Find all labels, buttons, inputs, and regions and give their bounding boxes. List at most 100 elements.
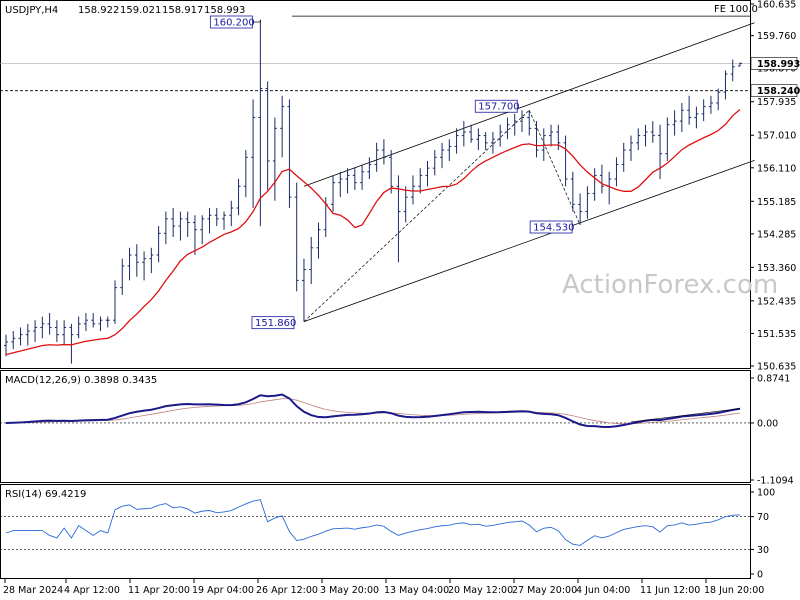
- fib-connector-line: [303, 109, 530, 322]
- candle: [11, 331, 16, 350]
- candle: [127, 247, 132, 281]
- price-callout: 154.530: [529, 220, 574, 234]
- chart-symbol: USDJPY,H4: [5, 5, 58, 16]
- candle: [592, 168, 597, 201]
- candle: [83, 312, 88, 332]
- candle: [570, 171, 575, 212]
- candle: [694, 106, 699, 129]
- macd-line: [5, 393, 741, 428]
- x-tick-label: 11 Jun 12:00: [640, 585, 700, 596]
- candle: [294, 182, 299, 292]
- candle: [207, 207, 212, 234]
- candle: [527, 110, 532, 136]
- candle: [410, 175, 415, 205]
- callout-label: 154.530: [533, 223, 574, 234]
- ohlc-open: 158.922: [78, 5, 119, 16]
- macd-tick-label: -1.1094: [757, 476, 794, 487]
- candle: [447, 139, 452, 161]
- x-tick-label: 13 May 04:00: [384, 585, 449, 596]
- candle: [214, 207, 219, 227]
- x-tick-label: 18 Jun 20:00: [704, 585, 764, 596]
- candle: [556, 124, 561, 151]
- candle: [650, 121, 655, 143]
- rsi-label: RSI(14) 69.4219: [5, 489, 86, 500]
- price-tag: 158.993: [750, 57, 800, 70]
- x-tick-label: 11 Apr 20:00: [128, 585, 190, 596]
- candle: [505, 117, 510, 140]
- candle: [374, 142, 379, 172]
- price-tick-label: 160.635: [757, 0, 796, 11]
- candle: [418, 168, 423, 194]
- ohlc-high: 159.021: [120, 5, 161, 16]
- candle: [236, 179, 241, 216]
- candle: [483, 131, 488, 151]
- candle: [534, 121, 539, 158]
- candle: [54, 320, 59, 342]
- price-tick-label: 156.110: [757, 163, 796, 174]
- candle: [469, 124, 474, 143]
- candle: [738, 62, 742, 67]
- price-tick-label: 157.010: [757, 131, 796, 142]
- candle: [381, 139, 386, 165]
- price-tag-label: 158.240: [757, 86, 800, 97]
- rsi-tick-label: 70: [757, 512, 769, 523]
- candle: [723, 70, 728, 100]
- candle: [222, 211, 227, 230]
- candle: [142, 251, 147, 281]
- x-tick-label: 27 May 20:00: [512, 585, 577, 596]
- rsi-line: [5, 499, 741, 546]
- rsi-tick-label: 30: [757, 545, 769, 556]
- price-tick-label: 159.760: [757, 31, 796, 42]
- x-tick-label: 4 Jun 04:00: [576, 585, 630, 596]
- candle: [338, 171, 343, 198]
- candle: [192, 215, 197, 256]
- candle: [40, 316, 45, 339]
- x-tick-label: 20 May 12:00: [448, 585, 513, 596]
- candle: [643, 124, 648, 147]
- callout-label: 157.700: [478, 102, 519, 113]
- candle: [512, 113, 517, 136]
- price-panel-frame: [0, 0, 751, 369]
- candle: [454, 128, 459, 154]
- price-tick-label: 152.435: [757, 296, 796, 307]
- moving-average-line: [5, 109, 741, 356]
- candle: [69, 323, 74, 364]
- ohlc-low: 158.917: [162, 5, 203, 16]
- x-tick-label: 4 Apr 12:00: [64, 585, 120, 596]
- candle: [258, 19, 263, 227]
- candle: [185, 211, 190, 237]
- price-tick-label: 157.935: [757, 97, 796, 108]
- candle: [243, 150, 248, 198]
- candle: [490, 131, 495, 154]
- fib-connector-line: [528, 110, 581, 226]
- candle: [134, 244, 139, 277]
- candle: [251, 99, 256, 208]
- candle: [687, 95, 692, 125]
- fe-label: FE 100.0: [714, 4, 758, 15]
- candle: [178, 211, 183, 241]
- candle: [287, 99, 292, 208]
- candle: [519, 110, 524, 132]
- macd-label: MACD(12,26,9) 0.3898 0.3435: [5, 375, 157, 386]
- candle: [360, 164, 365, 190]
- candle: [541, 128, 546, 161]
- candle: [18, 327, 23, 346]
- candle: [672, 110, 677, 136]
- candle: [716, 88, 721, 111]
- price-tag-label: 158.993: [757, 59, 800, 70]
- candle: [498, 124, 503, 147]
- channel-lower-line: [303, 159, 755, 323]
- candle: [113, 280, 118, 324]
- candle: [309, 236, 314, 285]
- candle: [599, 164, 604, 194]
- candle: [658, 124, 663, 180]
- candle: [403, 186, 408, 223]
- candle: [4, 334, 8, 357]
- price-tick-label: 154.285: [757, 229, 796, 240]
- candle: [156, 226, 161, 263]
- candle: [396, 175, 401, 263]
- candle: [25, 323, 30, 346]
- candle: [98, 316, 103, 332]
- candle: [636, 128, 641, 151]
